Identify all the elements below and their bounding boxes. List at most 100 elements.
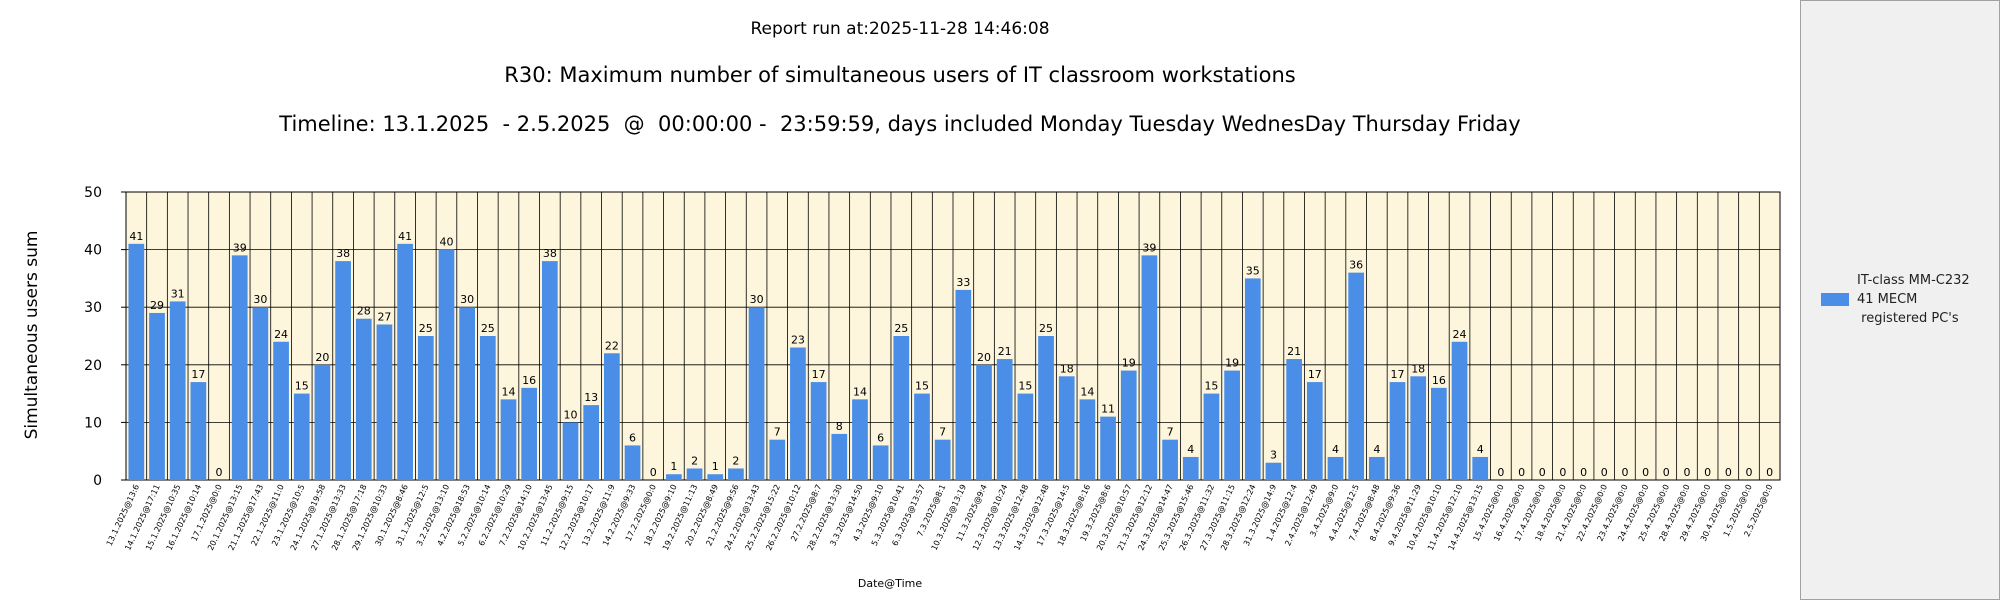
bar-value-label: 14: [853, 385, 867, 398]
bar-value-label: 0: [216, 466, 223, 479]
y-tick-label: 10: [84, 415, 102, 431]
bar-value-label: 41: [129, 230, 143, 243]
bar-value-label: 25: [894, 322, 908, 335]
bar: [376, 324, 393, 480]
bar: [417, 336, 434, 480]
bar-value-label: 0: [1683, 466, 1690, 479]
bar: [1244, 278, 1261, 480]
bar: [149, 312, 165, 480]
bar-value-label: 0: [1663, 466, 1670, 479]
bar: [521, 387, 538, 480]
bar-value-label: 40: [439, 236, 453, 249]
bar-value-label: 33: [956, 276, 970, 289]
bar: [852, 399, 868, 480]
bar-value-label: 30: [750, 293, 764, 306]
bar-value-label: 24: [1453, 328, 1467, 341]
bar-value-label: 8: [836, 420, 843, 433]
bar: [1203, 393, 1220, 480]
bar: [769, 439, 786, 480]
bar-value-label: 2: [691, 454, 698, 467]
bar: [624, 445, 641, 480]
bar: [252, 307, 269, 480]
bar-value-label: 0: [1642, 466, 1649, 479]
bar-value-label: 18: [1411, 362, 1425, 375]
bar-value-label: 18: [1060, 362, 1074, 375]
bar: [996, 359, 1013, 480]
bar-value-label: 0: [1745, 466, 1752, 479]
bar-value-label: 20: [315, 351, 329, 364]
bar: [914, 393, 930, 480]
bar-value-label: 7: [774, 426, 781, 439]
bar-value-label: 15: [1018, 380, 1032, 393]
bar-value-label: 20: [977, 351, 991, 364]
bar: [1348, 272, 1365, 480]
y-axis-ticks: 0 10 20 30 40 50: [84, 185, 126, 489]
bar-value-label: 24: [274, 328, 288, 341]
bar: [872, 445, 889, 480]
bar: [583, 405, 600, 480]
bar: [1389, 382, 1406, 480]
bar: [831, 433, 848, 480]
bar-value-label: 41: [398, 230, 412, 243]
bar-value-label: 4: [1373, 443, 1380, 456]
bar-value-label: 2: [732, 454, 739, 467]
bar: [190, 382, 207, 480]
bar-value-label: 17: [1391, 368, 1405, 381]
bar-value-label: 27: [377, 310, 391, 323]
bar-value-label: 38: [336, 247, 350, 260]
bar: [1224, 370, 1240, 480]
bar-value-label: 0: [1580, 466, 1587, 479]
bar: [1079, 399, 1096, 480]
bar-value-label: 35: [1246, 264, 1260, 277]
bar: [541, 261, 558, 480]
bar-value-label: 17: [812, 368, 826, 381]
bar: [1100, 416, 1116, 480]
bar: [128, 243, 145, 480]
bars: [128, 243, 1489, 480]
chart-subtitle: Timeline: 13.1.2025 - 2.5.2025 @ 00:00:0…: [279, 112, 1521, 136]
bar-value-label: 0: [1766, 466, 1773, 479]
x-axis-ticks: 13.1.2025@13:614.1.2025@17:1115.1.2025@1…: [105, 483, 1775, 552]
legend-swatch: [1821, 293, 1849, 306]
bar-value-label: 19: [1225, 357, 1239, 370]
bar-value-label: 7: [1167, 426, 1174, 439]
bar-value-label: 4: [1477, 443, 1484, 456]
bar-value-label: 0: [1559, 466, 1566, 479]
bar-value-label: 21: [1287, 345, 1301, 358]
bar-value-label: 0: [1725, 466, 1732, 479]
bar: [355, 318, 372, 480]
bar-value-label: 22: [605, 339, 619, 352]
bar-value-label: 15: [295, 380, 309, 393]
bar-value-label: 0: [1601, 466, 1608, 479]
bar: [748, 307, 765, 480]
bar: [707, 474, 724, 480]
bar-value-label: 11: [1101, 403, 1115, 416]
y-tick-label: 50: [84, 185, 102, 201]
bar: [893, 336, 910, 480]
bar-value-label: 29: [150, 299, 164, 312]
bar-value-label: 14: [1080, 385, 1094, 398]
bar-value-label: 16: [522, 374, 536, 387]
bar: [976, 364, 992, 480]
bar-value-label: 19: [1122, 357, 1136, 370]
bar-value-label: 30: [253, 293, 267, 306]
bar-value-label: 1: [670, 460, 677, 473]
bar: [604, 353, 620, 480]
bar: [293, 393, 310, 480]
bar: [790, 347, 806, 480]
bar: [666, 474, 682, 480]
bar: [1141, 255, 1158, 480]
legend: IT-class MM-C232 41 MECM registered PC's: [1800, 0, 2000, 600]
bar-value-label: 16: [1432, 374, 1446, 387]
bar: [1286, 359, 1302, 480]
bar-value-label: 28: [357, 305, 371, 318]
bar-value-label: 0: [1497, 466, 1504, 479]
bar-value-label: 0: [1539, 466, 1546, 479]
bar: [1306, 382, 1323, 480]
bar-value-label: 25: [419, 322, 433, 335]
bar-value-label: 17: [1308, 368, 1322, 381]
bar-value-label: 21: [998, 345, 1012, 358]
bar-value-label: 39: [233, 241, 247, 254]
bar-value-label: 6: [877, 431, 884, 444]
